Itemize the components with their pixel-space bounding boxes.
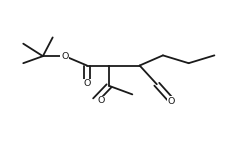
- Text: O: O: [61, 52, 69, 61]
- Text: O: O: [98, 96, 105, 105]
- Text: O: O: [83, 79, 91, 88]
- Text: O: O: [168, 97, 175, 106]
